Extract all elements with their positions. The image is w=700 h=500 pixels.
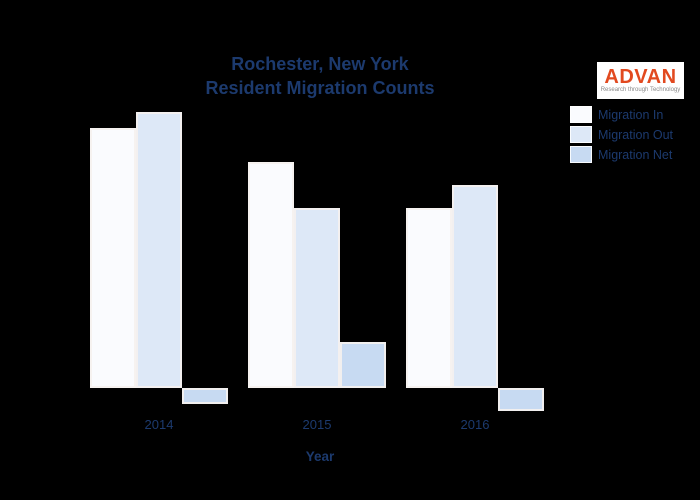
bar-migration-net-2016 [498, 388, 544, 411]
advan-logo-tagline: Research through Technology [600, 87, 681, 93]
bar-migration-out-2015 [294, 208, 340, 388]
legend-label-migration-net: Migration Net [598, 147, 673, 162]
bar-migration-in-2016 [406, 208, 452, 388]
bar-migration-net-2014 [182, 388, 228, 404]
x-axis-title: Year [305, 449, 335, 464]
chart-title-line1: Rochester, New York [231, 54, 409, 74]
x-tick-label-2016: 2016 [460, 417, 490, 432]
legend-swatch-migration-out [570, 126, 592, 143]
bar-migration-in-2014 [90, 128, 136, 388]
legend-item-migration-in: Migration In [570, 106, 673, 123]
chart-legend: Migration In Migration Out Migration Net [570, 106, 673, 166]
chart-title: Rochester, New York Resident Migration C… [90, 52, 550, 100]
bar-migration-net-2015 [340, 342, 386, 388]
legend-item-migration-out: Migration Out [570, 126, 673, 143]
x-tick-label-2015: 2015 [302, 417, 332, 432]
advan-logo: ADVAN Research through Technology [597, 62, 684, 99]
legend-swatch-migration-net [570, 146, 592, 163]
legend-item-migration-net: Migration Net [570, 146, 673, 163]
bar-migration-in-2015 [248, 162, 294, 388]
legend-label-migration-in: Migration In [598, 107, 664, 122]
bar-migration-out-2014 [136, 112, 182, 388]
legend-swatch-migration-in [570, 106, 592, 123]
advan-logo-wordmark: ADVAN [604, 66, 677, 88]
x-tick-label-2014: 2014 [144, 417, 174, 432]
legend-label-migration-out: Migration Out [598, 127, 674, 142]
chart-title-line2: Resident Migration Counts [205, 78, 435, 98]
bar-migration-out-2016 [452, 185, 498, 388]
